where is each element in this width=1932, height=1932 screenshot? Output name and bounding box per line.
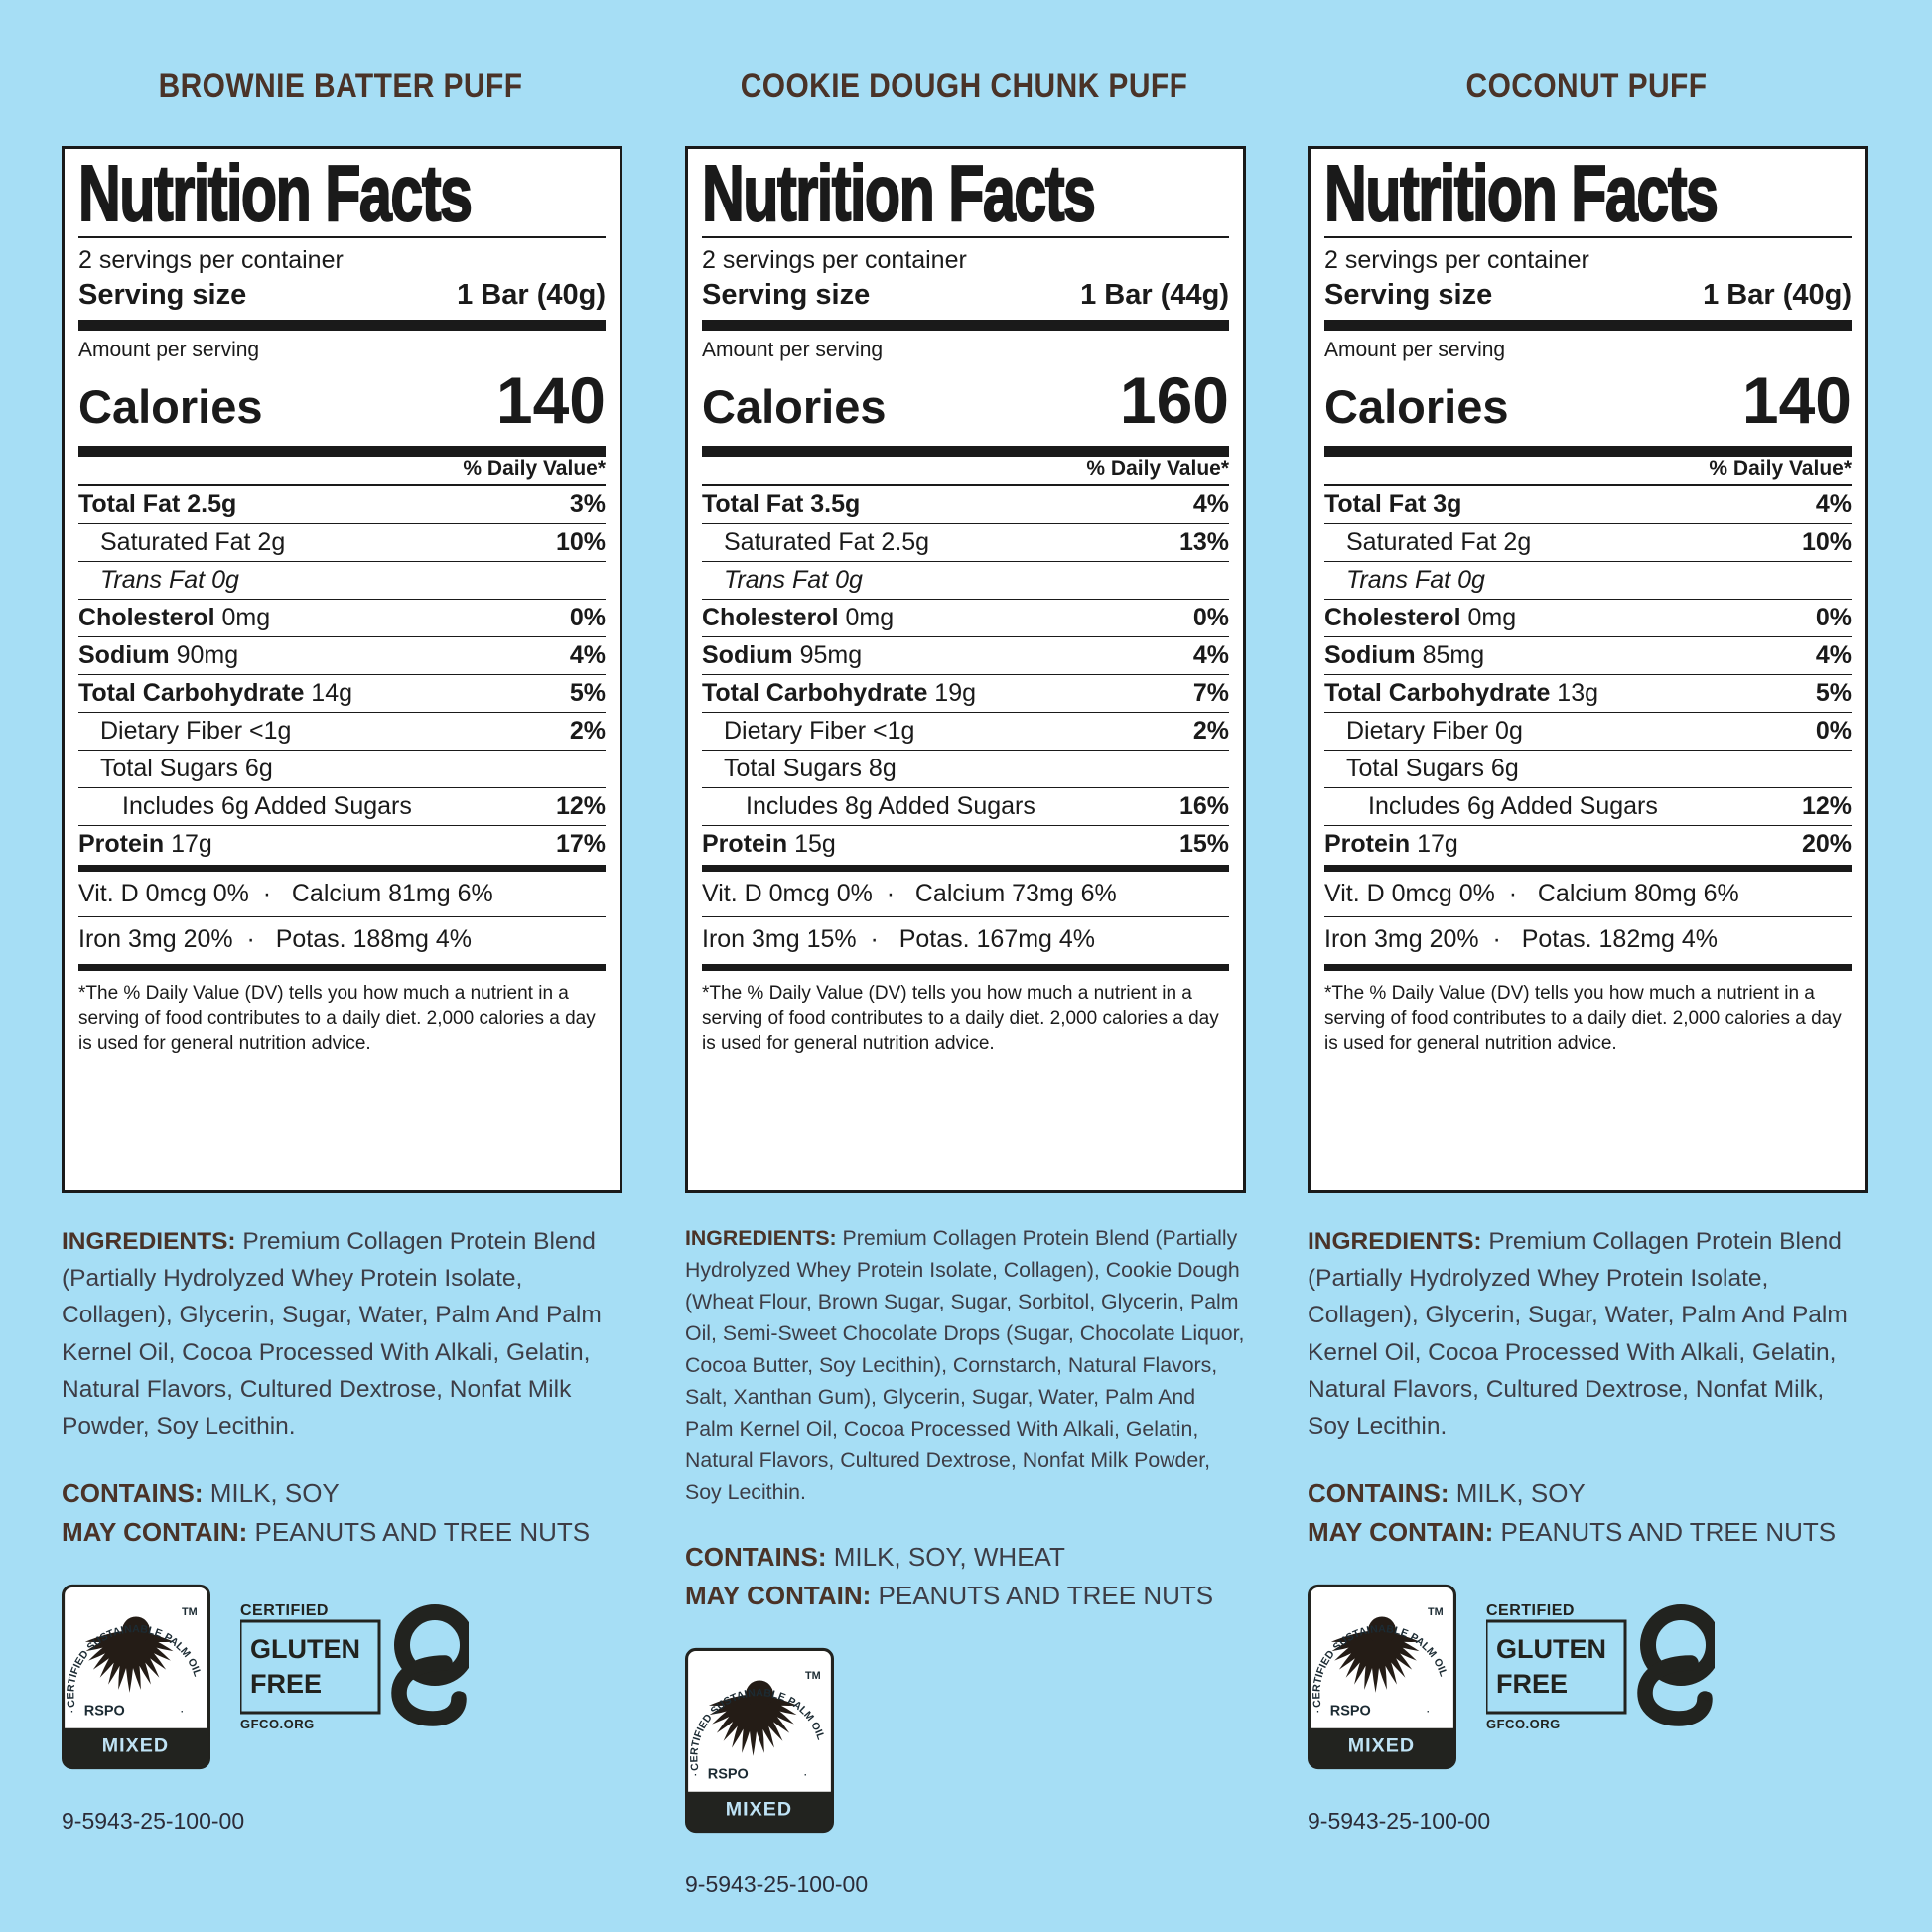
svg-text:FREE: FREE — [1496, 1669, 1568, 1699]
svg-text:TM: TM — [1428, 1606, 1444, 1618]
svg-text:·: · — [803, 1767, 807, 1782]
svg-text:FREE: FREE — [250, 1669, 322, 1699]
svg-text:MIXED: MIXED — [726, 1799, 792, 1821]
svg-text:CERTIFIED: CERTIFIED — [1486, 1602, 1575, 1619]
svg-text:·: · — [1426, 1704, 1430, 1719]
svg-text:·: · — [180, 1704, 184, 1719]
svg-text:GFCO.ORG: GFCO.ORG — [1486, 1717, 1561, 1730]
svg-text:MIXED: MIXED — [1348, 1735, 1415, 1757]
svg-text:GFCO.ORG: GFCO.ORG — [240, 1717, 315, 1730]
svg-text:RSPO: RSPO — [84, 1704, 125, 1720]
svg-text:®: ® — [457, 1689, 467, 1704]
svg-text:TM: TM — [182, 1606, 198, 1618]
svg-text:RSPO: RSPO — [708, 1767, 749, 1783]
svg-text:CERTIFIED: CERTIFIED — [240, 1602, 329, 1619]
svg-text:RSPO: RSPO — [1330, 1704, 1371, 1720]
svg-text:®: ® — [1703, 1689, 1713, 1704]
svg-text:TM: TM — [805, 1670, 821, 1682]
svg-text:GLUTEN: GLUTEN — [1496, 1634, 1606, 1664]
svg-text:MIXED: MIXED — [102, 1735, 169, 1757]
svg-text:GLUTEN: GLUTEN — [250, 1634, 360, 1664]
